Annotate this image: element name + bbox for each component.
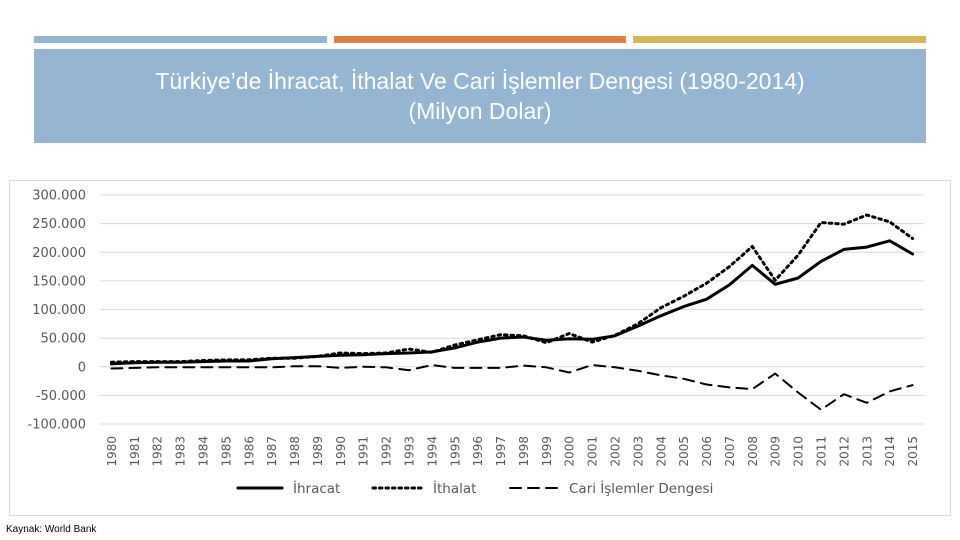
x-tick-label: 2006 — [700, 436, 714, 467]
y-tick-label: 250.000 — [32, 217, 86, 232]
slide-title-box: Türkiye’de İhracat, İthalat Ve Cari İşle… — [34, 49, 926, 143]
accent-bar-blue — [34, 36, 327, 43]
x-tick-label: 1991 — [357, 436, 371, 467]
x-tick-label: 2014 — [883, 436, 897, 467]
x-tick-label: 1983 — [174, 436, 188, 467]
x-tick-label: 1984 — [197, 436, 211, 467]
x-tick-label: 2008 — [746, 436, 760, 467]
x-tick-label: 1995 — [448, 436, 462, 467]
legend-label: İhracat — [293, 479, 340, 497]
x-tick-label: 2001 — [586, 436, 600, 467]
y-tick-label: 150.000 — [32, 274, 86, 289]
series-line-0 — [109, 239, 915, 366]
source-note: Kaynak: World Bank — [6, 524, 97, 535]
x-tick-label: 1994 — [425, 436, 439, 467]
x-tick-label: 1986 — [242, 436, 256, 467]
x-tick-label: 1990 — [334, 436, 348, 467]
y-tick-label: 0 — [78, 360, 86, 375]
x-tick-label: 2005 — [677, 436, 691, 467]
x-tick-label: 2004 — [654, 436, 668, 467]
y-tick-label: 50.000 — [41, 332, 87, 347]
x-tick-label: 1988 — [288, 436, 302, 467]
x-tick-label: 1981 — [128, 436, 142, 467]
x-tick-label: 1985 — [219, 436, 233, 467]
y-tick-label: 100.000 — [32, 303, 86, 318]
accent-bar-gold — [633, 36, 926, 43]
x-tick-label: 1992 — [380, 436, 394, 467]
legend-label: Cari İşlemler Dengesi — [569, 479, 713, 497]
series-line-1 — [109, 213, 915, 364]
x-tick-label: 1982 — [151, 436, 165, 467]
x-tick-label: 1998 — [517, 436, 531, 467]
x-tick-label: 2002 — [609, 436, 623, 467]
slide-title: Türkiye’de İhracat, İthalat Ve Cari İşle… — [155, 68, 805, 94]
x-tick-label: 2013 — [860, 436, 874, 467]
x-tick-label: 1996 — [471, 436, 485, 467]
slide-subtitle: (Milyon Dolar) — [408, 98, 552, 124]
y-tick-label: 200.000 — [32, 246, 86, 261]
y-tick-label: -50.000 — [36, 389, 86, 404]
series-line-2 — [110, 364, 914, 411]
y-tick-label: 300.000 — [32, 189, 86, 204]
x-tick-label: 2015 — [906, 436, 920, 467]
x-tick-label: 2012 — [837, 436, 851, 467]
x-tick-label: 2007 — [723, 436, 737, 467]
x-tick-label: 2000 — [563, 436, 577, 467]
x-tick-label: 2010 — [792, 436, 806, 467]
x-tick-label: 1987 — [265, 436, 279, 467]
x-tick-label: 1989 — [311, 436, 325, 467]
chart-frame — [9, 180, 951, 516]
x-tick-label: 1980 — [105, 436, 119, 467]
x-tick-label: 1997 — [494, 436, 508, 467]
x-tick-label: 2003 — [631, 436, 645, 467]
x-tick-label: 1999 — [540, 436, 554, 467]
x-tick-label: 2009 — [769, 436, 783, 467]
x-tick-label: 1993 — [403, 436, 417, 467]
legend-label: İthalat — [433, 479, 476, 497]
accent-bar-orange — [334, 36, 626, 43]
y-tick-label: -100.000 — [28, 418, 86, 433]
x-tick-label: 2011 — [815, 436, 829, 467]
